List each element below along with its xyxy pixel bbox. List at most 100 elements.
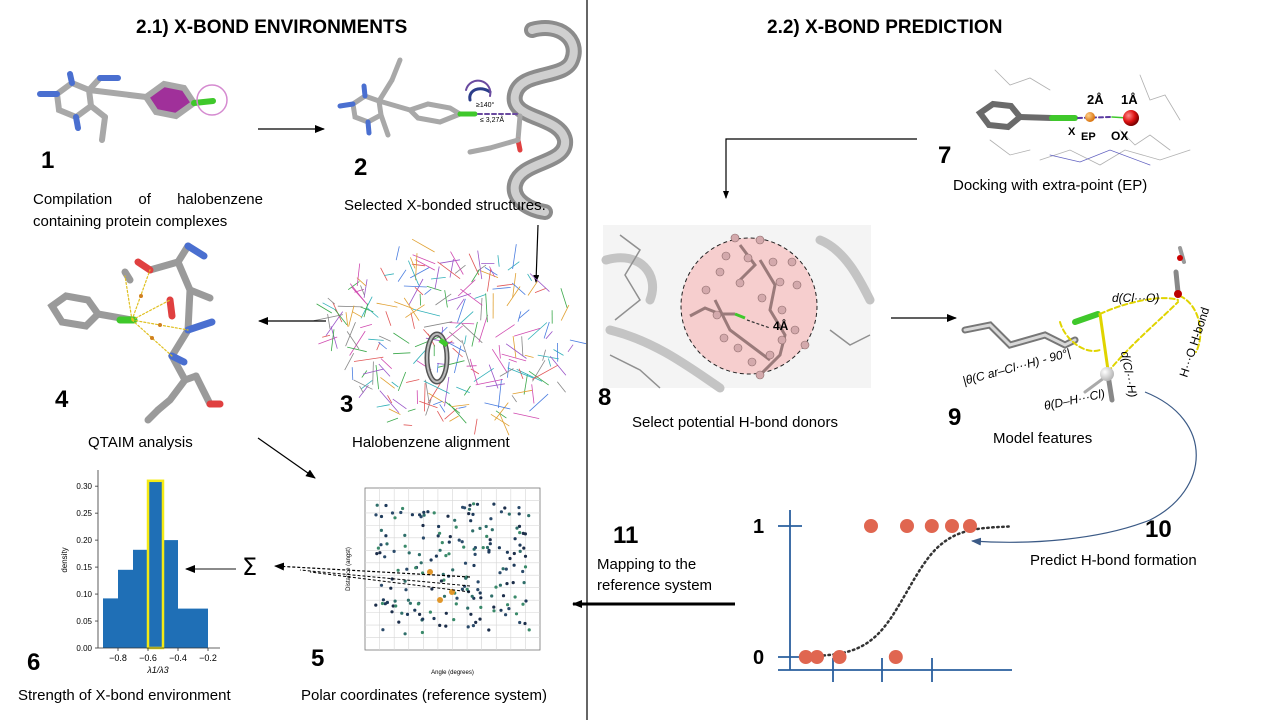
alignment-wire (532, 364, 558, 380)
polar-point (478, 617, 482, 621)
polar-point (438, 531, 442, 535)
alignment-wire (461, 323, 483, 344)
step8-hbond-donors (601, 225, 875, 393)
alignment-wire (352, 311, 363, 318)
alignment-wire (452, 347, 463, 358)
alignment-wire (491, 348, 508, 373)
alignment-wire (507, 361, 510, 378)
polar-point (527, 514, 531, 518)
alignment-wire (498, 412, 510, 436)
polar-point (426, 510, 430, 514)
polar-point (475, 502, 480, 506)
step9-number: 9 (948, 404, 962, 431)
polar-point (421, 523, 425, 528)
alignment-wire (457, 298, 466, 323)
polar-point (521, 531, 525, 536)
logistic-point (832, 650, 847, 664)
alignment-wire (456, 298, 465, 310)
histogram-bar (133, 549, 148, 648)
polar-point (523, 565, 528, 569)
step9-caption: Model features (993, 430, 1093, 447)
alignment-wire (501, 353, 527, 362)
alignment-wire (494, 402, 509, 421)
logistic-point (798, 650, 813, 664)
logistic-point (900, 519, 914, 533)
logistic-point (888, 650, 903, 664)
polar-point (374, 603, 378, 607)
polar-point (492, 609, 496, 613)
polar-point (390, 577, 394, 581)
alignment-wire (437, 410, 444, 422)
polar-point (490, 594, 494, 598)
polar-point (375, 503, 379, 507)
polar-point (404, 588, 408, 592)
polar-point (518, 549, 522, 554)
step6-number: 6 (27, 649, 41, 676)
alignment-wire (419, 400, 438, 409)
alignment-wire (387, 395, 393, 404)
step2-caption: Selected X-bonded structures. (344, 197, 546, 214)
step5-polar-plot: Angle (degrees) Distance (angst) (346, 487, 541, 676)
alignment-wire (439, 404, 446, 413)
polar-point (504, 613, 508, 617)
polar-point (472, 547, 476, 551)
polar-point (381, 598, 385, 602)
alignment-wire (456, 386, 470, 393)
polar-point (405, 567, 409, 571)
sum-symbol: Σ (242, 553, 258, 581)
alignment-wire (513, 327, 541, 337)
polar-point (468, 503, 472, 507)
alignment-wire (433, 400, 443, 406)
histogram-x-tick-label: −0.6 (139, 653, 157, 663)
alignment-wire (348, 305, 355, 327)
polar-point (527, 628, 531, 632)
alignment-wire (436, 362, 439, 373)
step11-number: 11 (613, 522, 639, 549)
polar-point (478, 591, 482, 595)
step4-caption: QTAIM analysis (88, 434, 193, 451)
histogram-y-tick-label: 0.25 (76, 509, 92, 518)
alignment-wire (440, 259, 461, 264)
alignment-wire (521, 336, 524, 357)
step7-label-ox: OX (1111, 129, 1128, 143)
alignment-wire (531, 384, 535, 404)
alignment-wire (408, 278, 424, 306)
alignment-wire (423, 380, 450, 394)
polar-point (392, 549, 396, 554)
alignment-wire (478, 314, 488, 343)
alignment-wire (397, 269, 407, 282)
alignment-wire (334, 309, 348, 326)
alignment-wire (444, 401, 461, 414)
polar-point (381, 628, 385, 632)
alignment-wire (490, 413, 510, 427)
alignment-wire (353, 356, 384, 362)
step2-structure (337, 20, 582, 220)
step4-number: 4 (55, 386, 69, 413)
alignment-wire (412, 308, 440, 317)
polar-point (438, 548, 442, 552)
step7-label-1A: 1Å (1121, 92, 1138, 107)
polar-point (521, 602, 525, 606)
polar-point (481, 546, 485, 550)
polar-point (406, 598, 410, 602)
alignment-wire (419, 293, 421, 306)
polar-point (498, 583, 502, 587)
polar-point (518, 531, 522, 535)
alignment-wire (527, 273, 533, 282)
alignment-wire (344, 353, 355, 371)
alignment-wire (506, 286, 521, 307)
polar-point (393, 516, 397, 520)
alignment-wire (351, 367, 354, 381)
alignment-wire (480, 297, 483, 321)
alignment-wire (471, 269, 480, 283)
polar-point (444, 611, 448, 615)
alignment-wire (349, 283, 366, 303)
histogram-x-tick-label: −0.4 (169, 653, 187, 663)
alignment-wire (461, 339, 471, 368)
polar-point (522, 546, 526, 550)
polar-point (460, 587, 464, 591)
alignment-wire (378, 335, 391, 342)
alignment-wire (434, 266, 440, 290)
polar-point (413, 608, 417, 612)
polar-point (524, 599, 528, 603)
